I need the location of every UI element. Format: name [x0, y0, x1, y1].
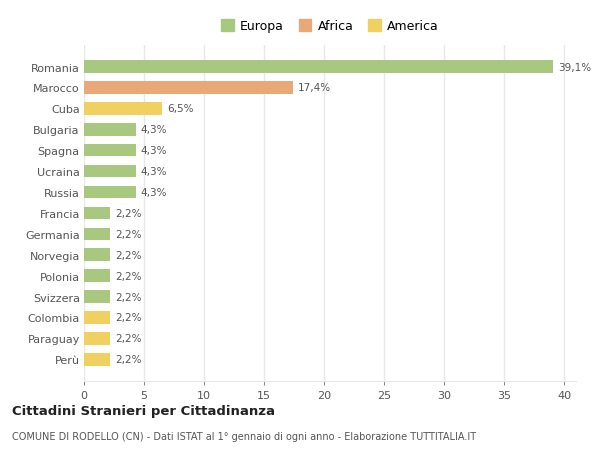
Bar	[84, 186, 136, 199]
Text: 17,4%: 17,4%	[298, 83, 331, 93]
Bar	[84, 207, 110, 220]
Bar	[84, 145, 136, 157]
Bar	[84, 228, 110, 241]
Bar	[84, 165, 136, 178]
Text: 4,3%: 4,3%	[140, 146, 167, 156]
Text: 2,2%: 2,2%	[115, 313, 142, 323]
Text: 2,2%: 2,2%	[115, 334, 142, 344]
Bar	[84, 270, 110, 282]
Text: 39,1%: 39,1%	[558, 62, 591, 73]
Text: Cittadini Stranieri per Cittadinanza: Cittadini Stranieri per Cittadinanza	[12, 404, 275, 417]
Text: 2,2%: 2,2%	[115, 354, 142, 364]
Text: COMUNE DI RODELLO (CN) - Dati ISTAT al 1° gennaio di ogni anno - Elaborazione TU: COMUNE DI RODELLO (CN) - Dati ISTAT al 1…	[12, 431, 476, 442]
Text: 4,3%: 4,3%	[140, 188, 167, 197]
Bar	[84, 291, 110, 303]
Bar	[84, 124, 136, 136]
Bar	[84, 312, 110, 324]
Bar	[84, 353, 110, 366]
Text: 2,2%: 2,2%	[115, 292, 142, 302]
Text: 2,2%: 2,2%	[115, 230, 142, 239]
Text: 4,3%: 4,3%	[140, 167, 167, 177]
Legend: Europa, Africa, America: Europa, Africa, America	[216, 15, 444, 38]
Bar	[84, 61, 553, 73]
Text: 6,5%: 6,5%	[167, 104, 193, 114]
Text: 2,2%: 2,2%	[115, 271, 142, 281]
Bar	[84, 332, 110, 345]
Text: 2,2%: 2,2%	[115, 208, 142, 218]
Text: 4,3%: 4,3%	[140, 125, 167, 135]
Bar	[84, 82, 293, 95]
Bar	[84, 103, 162, 115]
Bar	[84, 249, 110, 262]
Text: 2,2%: 2,2%	[115, 250, 142, 260]
